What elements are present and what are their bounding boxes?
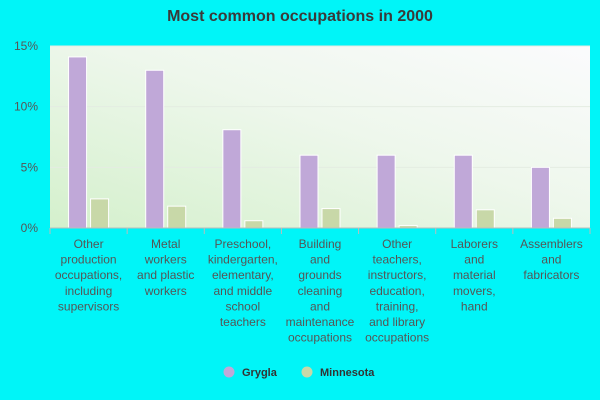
x-category-label: Other production occupations, including supe… <box>55 237 122 313</box>
bar-grygla <box>145 69 165 229</box>
x-category-label: Laborers and material movers, hand <box>451 237 498 313</box>
x-category-label: Assemblers and fabricators <box>520 237 583 282</box>
legend-label-grygla: Grygla <box>242 367 278 379</box>
x-category-label: Preschool, kindergarten, elementary, and mi… <box>208 237 278 329</box>
bar-grygla <box>376 154 396 229</box>
legend: Grygla Minnesota <box>223 366 375 379</box>
bar-minnesota <box>475 209 495 229</box>
x-category-label: Metal workers and plastic workers <box>137 237 194 298</box>
x-category-label: Other teachers, instructors, education, trai… <box>365 237 429 345</box>
legend-label-minnesota: Minnesota <box>320 367 375 379</box>
y-tick-label: 5% <box>21 160 39 174</box>
bar-grygla <box>299 154 319 229</box>
bar-grygla <box>453 154 473 229</box>
bar-grygla <box>68 56 88 229</box>
y-tick-label: 10% <box>14 100 38 114</box>
axes <box>49 227 591 234</box>
bar-minnesota <box>90 198 110 229</box>
plot-area <box>50 46 590 228</box>
y-tick-label: 15% <box>14 39 38 53</box>
bars <box>68 56 572 229</box>
bar-grygla <box>222 129 242 229</box>
x-category-label: Building and grounds cleaning and maintenance… <box>286 237 355 345</box>
bar-minnesota <box>552 217 572 229</box>
bar-grygla <box>530 166 550 229</box>
legend-swatch-minnesota <box>301 366 313 378</box>
labels: 0% 5% 10% 15% Other production occupations, inc… <box>14 39 583 345</box>
chart-title: Most common occupations in 2000 <box>167 8 433 25</box>
bar-minnesota <box>321 208 341 229</box>
gridlines <box>50 45 590 168</box>
legend-swatch-grygla <box>223 366 235 378</box>
bar-minnesota <box>167 205 187 229</box>
bar-minnesota <box>244 220 264 229</box>
y-tick-label: 0% <box>21 221 39 235</box>
